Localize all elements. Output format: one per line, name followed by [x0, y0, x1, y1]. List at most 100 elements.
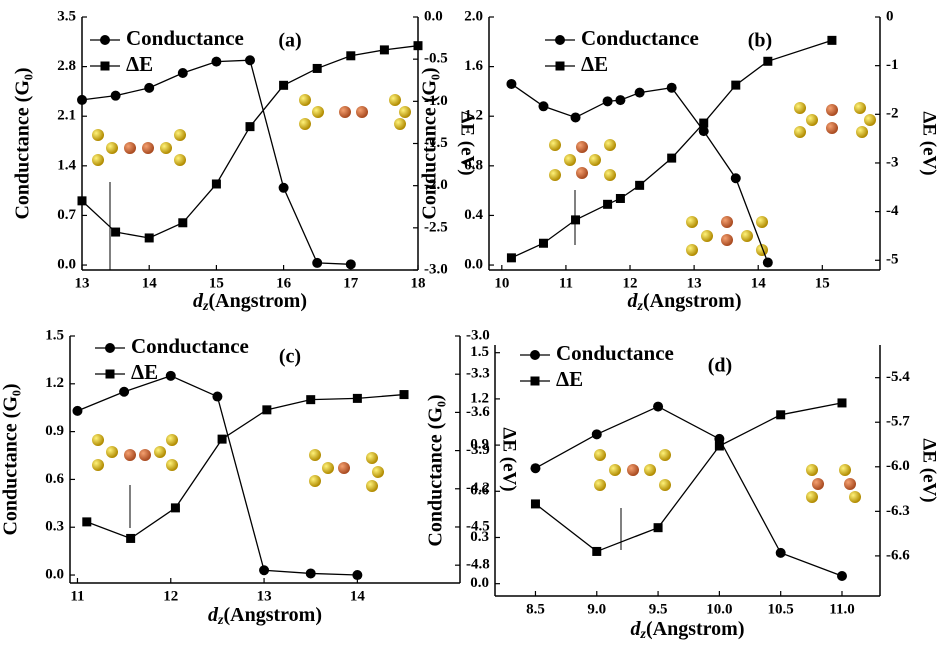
x-tick-label: 9.5: [649, 601, 668, 617]
marker: [279, 81, 288, 90]
y-tick-label: 0.0: [464, 256, 483, 272]
marker: [615, 95, 625, 105]
marker: [837, 398, 846, 407]
x-axis-label: dz(Angstrom): [631, 618, 745, 643]
y2-tick-label: -3.0: [466, 327, 490, 343]
marker: [346, 51, 355, 60]
y2-tick-label: -1: [886, 57, 899, 73]
x-axis-label: dz(Angstrom): [628, 290, 742, 315]
y-tick-label: 0.3: [45, 519, 64, 535]
y2-tick-label: -3.3: [466, 366, 490, 382]
marker: [72, 406, 82, 416]
legend-label: Conductance: [581, 26, 699, 50]
y-axis-label: Conductance (G₀): [425, 394, 447, 546]
x-tick-label: 14: [350, 588, 366, 604]
panel-label: (a): [278, 30, 301, 52]
y2-axis-label: ΔE (eV): [919, 111, 938, 175]
y-tick-label: 1.2: [464, 108, 483, 124]
x-axis-label: dz(Angstrom): [193, 290, 307, 315]
marker: [178, 218, 187, 227]
marker: [262, 405, 271, 414]
y-tick-label: 1.5: [45, 327, 64, 343]
series-line: [535, 407, 842, 576]
y-tick-label: 1.4: [57, 157, 76, 173]
y-tick-label: 0.9: [45, 423, 64, 439]
x-tick-label: 10.5: [768, 601, 794, 617]
y-tick-label: 1.6: [464, 58, 483, 74]
y-tick-label: 0.9: [470, 437, 489, 453]
marker: [211, 57, 221, 67]
panel-label: (d): [708, 355, 732, 377]
y-axis-label: Conductance (G₀): [12, 67, 34, 219]
marker: [171, 503, 180, 512]
legend-label: ΔE: [581, 52, 608, 76]
x-tick-label: 8.5: [526, 601, 545, 617]
marker: [126, 534, 135, 543]
marker: [616, 194, 625, 203]
legend-label: Conductance: [556, 341, 674, 365]
molecule: [806, 464, 861, 503]
y-axis-label: Conductance (G₀): [0, 383, 22, 535]
marker: [77, 95, 87, 105]
panel: 1011121314150.00.40.81.21.62.0-5-4-3-2-1…: [419, 8, 938, 314]
molecule: [92, 129, 186, 166]
marker: [603, 96, 613, 106]
marker: [306, 395, 315, 404]
molecule: [309, 449, 384, 492]
marker: [654, 523, 663, 532]
marker: [352, 570, 362, 580]
x-axis-label-unit: (Angstrom): [223, 604, 322, 626]
marker: [635, 88, 645, 98]
marker: [776, 548, 786, 558]
marker: [667, 83, 677, 93]
y2-tick-label: -2.5: [424, 219, 448, 235]
marker: [414, 41, 423, 50]
y-tick-label: 0.6: [45, 471, 64, 487]
x-axis-label-unit: (Angstrom): [208, 290, 307, 312]
legend-label: ΔE: [126, 52, 153, 76]
y2-tick-label: -6.6: [886, 547, 910, 563]
x-tick-label: 9.0: [587, 601, 606, 617]
marker: [531, 499, 540, 508]
molecule: [299, 94, 411, 130]
marker: [592, 429, 602, 439]
y-tick-label: 0.3: [470, 529, 489, 545]
marker: [506, 79, 516, 89]
molecule: [594, 449, 671, 491]
x-tick-label: 12: [163, 588, 178, 604]
legend-marker: [100, 35, 110, 45]
marker: [259, 565, 269, 575]
marker: [603, 200, 612, 209]
legend-marker: [555, 35, 565, 45]
y2-tick-label: 0.0: [424, 8, 443, 24]
marker: [837, 571, 847, 581]
y-tick-label: 0.6: [470, 483, 489, 499]
marker: [119, 387, 129, 397]
legend-label: Conductance: [131, 334, 249, 358]
marker: [667, 154, 676, 163]
marker: [530, 463, 540, 473]
legend-label: ΔE: [131, 360, 158, 384]
y-tick-label: 1.5: [470, 344, 489, 360]
marker: [353, 394, 362, 403]
marker: [776, 410, 785, 419]
y2-axis-label: ΔE (eV): [919, 438, 938, 502]
marker: [212, 179, 221, 188]
marker: [246, 122, 255, 131]
y-tick-label: 1.2: [470, 390, 489, 406]
y-tick-label: 0.0: [45, 566, 64, 582]
x-tick-label: 17: [343, 275, 359, 291]
panel: 1314151617180.00.71.42.12.83.5-3.0-2.5-2…: [12, 8, 478, 314]
marker: [111, 228, 120, 237]
marker: [82, 517, 91, 526]
marker: [380, 45, 389, 54]
marker: [539, 239, 548, 248]
marker: [212, 392, 222, 402]
legend-marker: [105, 343, 115, 353]
y-tick-label: 2.1: [57, 108, 76, 124]
x-tick-label: 11: [559, 275, 573, 291]
x-tick-label: 10: [494, 275, 509, 291]
y-tick-label: 2.8: [57, 58, 76, 74]
y-tick-label: 0.4: [464, 207, 483, 223]
figure: 1314151617180.00.71.42.12.83.5-3.0-2.5-2…: [0, 0, 938, 645]
